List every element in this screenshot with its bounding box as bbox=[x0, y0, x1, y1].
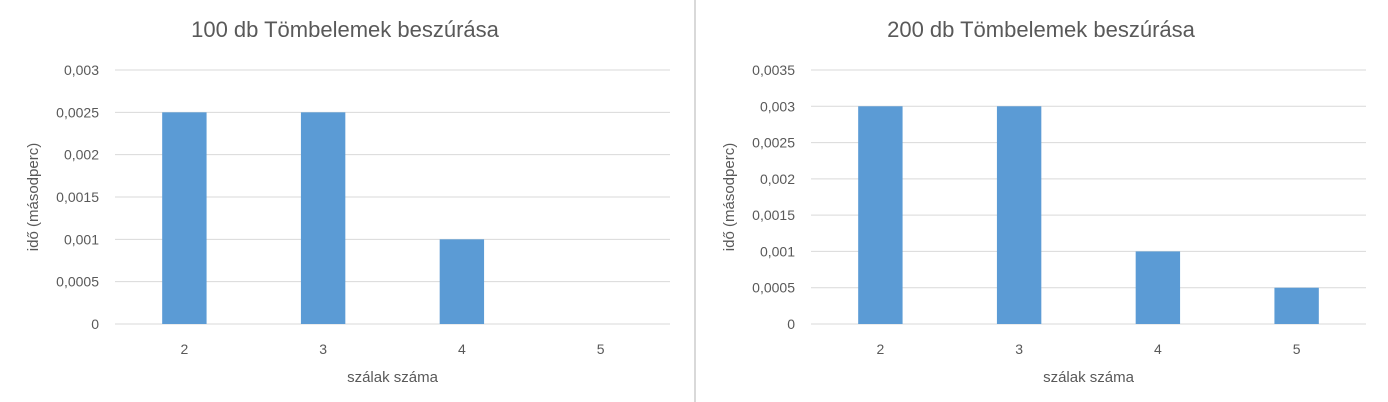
y-tick-label: 0,0035 bbox=[752, 62, 795, 78]
x-tick-label: 2 bbox=[876, 341, 884, 357]
y-axis-title: idő (másodperc) bbox=[25, 143, 42, 251]
y-tick-label: 0,003 bbox=[760, 98, 795, 114]
y-axis-title: idő (másodperc) bbox=[721, 143, 738, 251]
chart-title: 200 db Tömbelemek beszúrása bbox=[887, 17, 1196, 42]
x-axis-title: szálak száma bbox=[1043, 369, 1135, 386]
y-tick-label: 0,0015 bbox=[752, 207, 795, 223]
y-tick-label: 0,0025 bbox=[56, 104, 99, 120]
x-tick-label: 4 bbox=[458, 341, 466, 357]
x-tick-label: 5 bbox=[1293, 341, 1301, 357]
x-tick-label: 5 bbox=[597, 341, 605, 357]
y-tick-label: 0,0005 bbox=[752, 280, 795, 296]
y-tick-label: 0,001 bbox=[64, 231, 99, 247]
x-tick-label: 4 bbox=[1154, 341, 1162, 357]
bar bbox=[996, 106, 1042, 325]
bar-chart-100: 100 db Tömbelemek beszúrása 0 0,0005 0,001 0… bbox=[25, 17, 670, 386]
y-tick-label: 0 bbox=[787, 316, 795, 332]
chart-divider bbox=[694, 0, 696, 402]
y-tick-label: 0,003 bbox=[64, 62, 99, 78]
bar bbox=[439, 239, 485, 324]
chart-panel-100: 100 db Tömbelemek beszúrása 0 0,0005 0,001 0… bbox=[25, 17, 670, 386]
y-tick-label: 0 bbox=[91, 316, 99, 332]
bar bbox=[1135, 251, 1181, 324]
x-tick-label: 3 bbox=[319, 341, 327, 357]
y-tick-label: 0,001 bbox=[760, 243, 795, 259]
bar-chart-200: 200 db Tömbelemek beszúrása 0 0,0005 0,001 0… bbox=[721, 17, 1366, 386]
bar bbox=[162, 112, 207, 324]
y-tick-label: 0,0015 bbox=[56, 189, 99, 205]
chart-panel-200: 200 db Tömbelemek beszúrása 0 0,0005 0,001 0… bbox=[696, 0, 1388, 402]
bar bbox=[1274, 287, 1319, 324]
x-tick-label: 3 bbox=[1015, 341, 1023, 357]
x-axis-title: szálak száma bbox=[347, 369, 439, 386]
y-tick-label: 0,0025 bbox=[752, 135, 795, 151]
y-tick-label: 0,0005 bbox=[56, 274, 99, 290]
chart-title: 100 db Tömbelemek beszúrása bbox=[191, 17, 500, 42]
x-tick-label: 2 bbox=[180, 341, 188, 357]
bar bbox=[858, 106, 903, 325]
bar bbox=[300, 112, 346, 324]
y-tick-label: 0,002 bbox=[760, 171, 795, 187]
y-tick-label: 0,002 bbox=[64, 147, 99, 163]
